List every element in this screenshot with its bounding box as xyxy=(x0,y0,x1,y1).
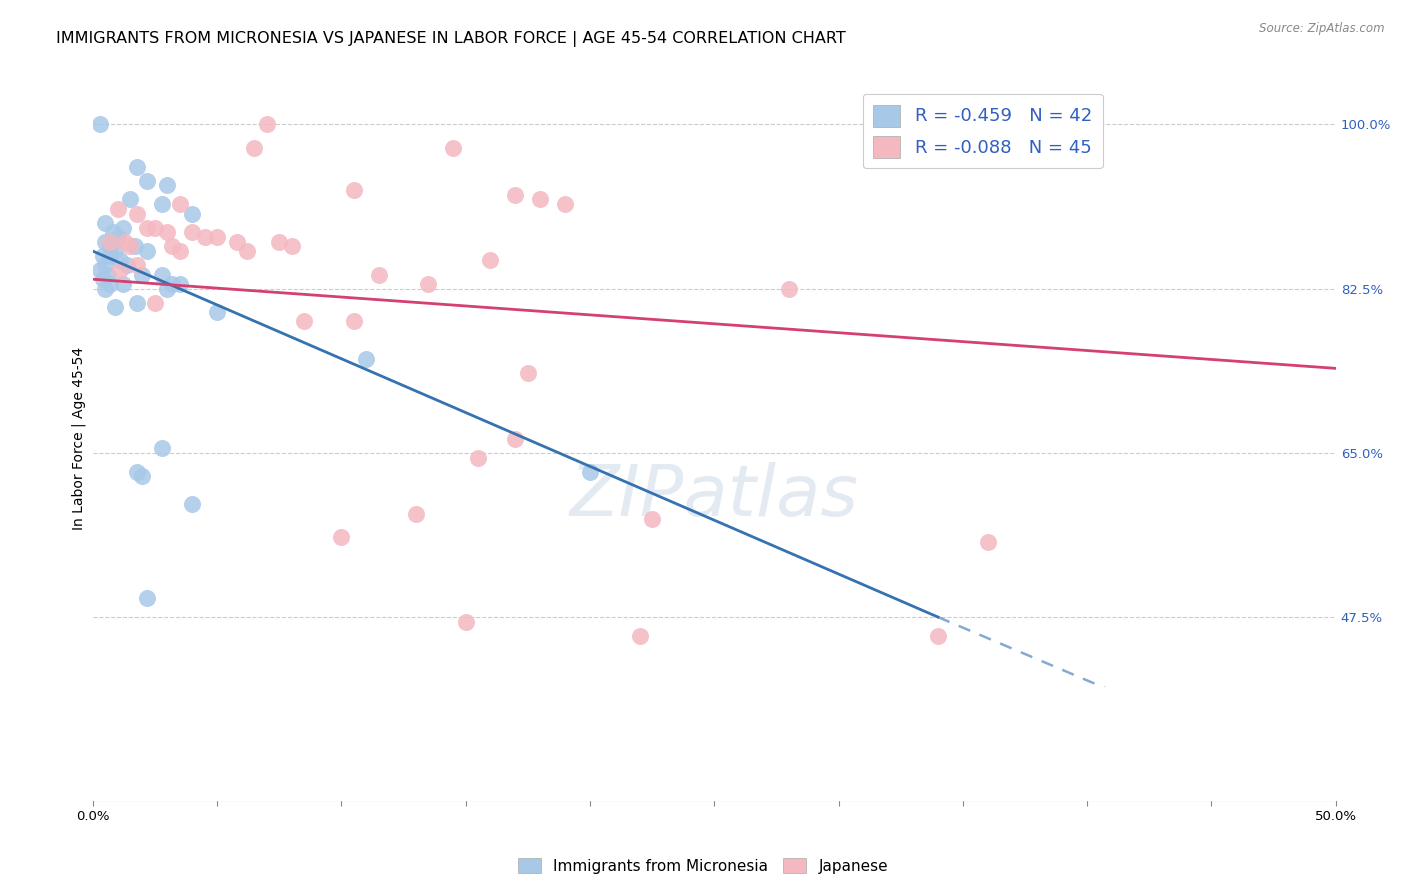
Point xyxy=(641,511,664,525)
Point xyxy=(628,629,651,643)
Point xyxy=(418,277,440,291)
Point xyxy=(94,258,117,272)
Point xyxy=(97,268,120,282)
Point xyxy=(111,220,134,235)
Point xyxy=(181,225,204,239)
Point xyxy=(118,239,141,253)
Point xyxy=(94,216,117,230)
Text: IMMIGRANTS FROM MICRONESIA VS JAPANESE IN LABOR FORCE | AGE 45-54 CORRELATION CH: IMMIGRANTS FROM MICRONESIA VS JAPANESE I… xyxy=(56,31,846,47)
Text: ZIPatlas: ZIPatlas xyxy=(569,462,859,531)
Text: Source: ZipAtlas.com: Source: ZipAtlas.com xyxy=(1260,22,1385,36)
Point xyxy=(162,277,184,291)
Point xyxy=(505,187,527,202)
Point xyxy=(330,530,353,544)
Point xyxy=(143,295,166,310)
Point xyxy=(405,507,427,521)
Point xyxy=(529,193,551,207)
Point xyxy=(269,235,291,249)
Point xyxy=(127,295,149,310)
Point xyxy=(243,141,266,155)
Point xyxy=(104,301,127,315)
Point xyxy=(225,235,247,249)
Point xyxy=(127,206,149,220)
Point xyxy=(280,239,302,253)
Point xyxy=(108,262,131,277)
Point xyxy=(150,197,173,211)
Point xyxy=(156,225,179,239)
Point xyxy=(467,450,489,465)
Point xyxy=(156,178,179,193)
Point xyxy=(205,230,228,244)
Point xyxy=(554,197,576,211)
Point xyxy=(441,141,464,155)
Point xyxy=(118,193,141,207)
Point xyxy=(107,202,129,216)
Point xyxy=(131,469,153,483)
Point xyxy=(136,174,159,188)
Point xyxy=(143,220,166,235)
Point xyxy=(91,272,114,286)
Legend: Immigrants from Micronesia, Japanese: Immigrants from Micronesia, Japanese xyxy=(512,852,894,880)
Point xyxy=(91,249,114,263)
Point xyxy=(193,230,215,244)
Point xyxy=(256,117,278,131)
Point xyxy=(579,465,602,479)
Point xyxy=(516,366,538,380)
Point xyxy=(94,282,117,296)
Point xyxy=(98,235,121,249)
Point xyxy=(107,230,129,244)
Point xyxy=(94,235,117,249)
Point xyxy=(343,183,366,197)
Point xyxy=(150,441,173,455)
Point xyxy=(104,244,127,258)
Point xyxy=(127,160,149,174)
Point xyxy=(292,314,315,328)
Point xyxy=(181,498,204,512)
Point xyxy=(89,117,111,131)
Point xyxy=(117,258,139,272)
Point xyxy=(169,197,191,211)
Point xyxy=(111,277,134,291)
Point xyxy=(169,277,191,291)
Y-axis label: In Labor Force | Age 45-54: In Labor Force | Age 45-54 xyxy=(72,347,86,531)
Point xyxy=(108,253,131,268)
Bar xyxy=(93,688,1336,800)
Point xyxy=(778,282,800,296)
Point xyxy=(136,591,159,606)
Point xyxy=(927,629,949,643)
Point xyxy=(343,314,366,328)
Point xyxy=(162,239,184,253)
Point xyxy=(479,253,502,268)
Point xyxy=(127,258,149,272)
Point xyxy=(98,239,121,253)
Point xyxy=(976,535,998,549)
Point xyxy=(150,268,173,282)
Point xyxy=(236,244,259,258)
Point xyxy=(367,268,389,282)
Point xyxy=(98,277,121,291)
Point xyxy=(181,206,204,220)
Point xyxy=(131,268,153,282)
Point xyxy=(136,244,159,258)
Point xyxy=(454,615,477,629)
Point xyxy=(136,220,159,235)
Point xyxy=(89,262,111,277)
Point xyxy=(354,351,377,366)
Point xyxy=(1026,117,1049,131)
Point xyxy=(98,249,121,263)
Point xyxy=(101,225,124,239)
Point xyxy=(127,465,149,479)
Point xyxy=(169,244,191,258)
Point xyxy=(205,305,228,319)
Legend: R = -0.459   N = 42, R = -0.088   N = 45: R = -0.459 N = 42, R = -0.088 N = 45 xyxy=(862,94,1102,169)
Point xyxy=(156,282,179,296)
Point xyxy=(124,239,146,253)
Point xyxy=(114,235,136,249)
Point xyxy=(505,432,527,446)
